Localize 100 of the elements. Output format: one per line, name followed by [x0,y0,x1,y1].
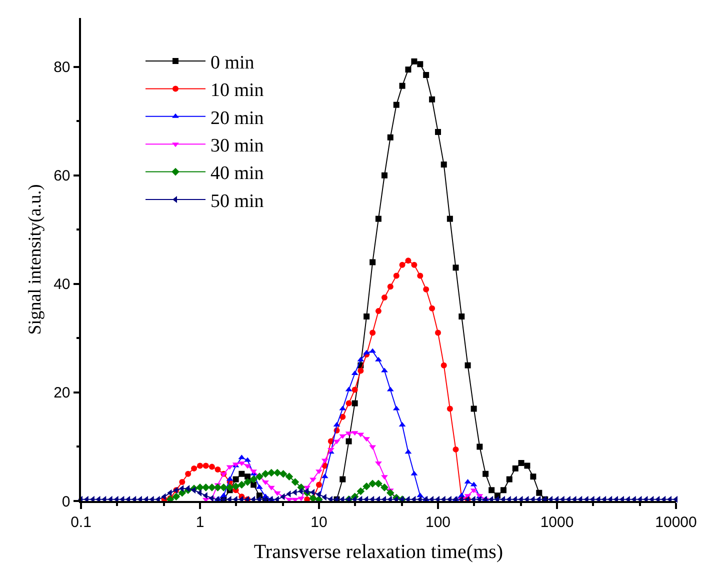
y-tick-label: 60 [54,168,70,185]
point [364,313,370,320]
point [470,406,477,412]
point [310,478,316,482]
point [440,362,447,368]
point [435,330,441,336]
point [285,472,294,480]
legend-label: 0 min [210,52,255,74]
point [256,472,264,480]
point [411,58,418,64]
point [370,259,376,266]
point [452,264,459,271]
point [375,356,382,362]
x-tick-label: 10 [310,514,328,531]
y-tick-label: 20 [54,384,70,402]
y-tick-label: 0 [62,493,70,510]
point [197,462,203,469]
point [238,470,245,477]
point [440,162,447,168]
point [375,216,382,222]
point [380,484,388,492]
point [208,464,215,470]
point [417,272,424,279]
legend-label: 30 min [210,136,264,157]
point [405,258,412,264]
point [536,490,542,496]
point [417,61,424,68]
point [191,465,198,472]
y-tick-label: 40 [54,276,70,294]
point [179,479,186,486]
point [346,400,352,406]
point [316,482,322,488]
point [352,386,358,393]
point [446,406,453,412]
point [262,470,270,478]
point [452,446,459,452]
point [500,487,506,494]
y-axis-title: Signal intensity(a.u.) [24,184,44,335]
point [250,482,257,488]
legend-label: 20 min [210,108,264,129]
point [185,470,192,477]
x-axis-title: Transverse relaxation time(ms) [254,540,504,563]
legend-label: 40 min [210,163,264,184]
point [488,487,495,494]
point [405,66,412,73]
point [202,462,209,469]
point [429,96,436,102]
point [381,475,388,480]
point [524,462,530,469]
y-tick-label: 80 [54,59,70,76]
point [387,284,394,290]
point [250,475,258,484]
point [244,478,252,486]
point [423,72,430,78]
point [429,305,436,312]
point [381,368,388,372]
x-tick-label: 100 [425,514,451,531]
point [358,368,364,374]
point [435,128,441,135]
legend-label: 10 min [210,80,264,102]
point [226,484,234,492]
point [214,466,221,473]
point [244,474,251,480]
point [375,462,382,466]
point [279,470,288,478]
point [458,313,465,320]
point [375,308,382,314]
point [381,294,388,300]
point [232,476,239,482]
point [346,438,352,444]
point [411,262,418,268]
point [340,414,346,420]
point [368,480,376,488]
x-tick-label: 0.1 [70,514,92,531]
point [370,330,376,336]
point [256,484,263,489]
point [232,482,240,490]
point [352,400,358,406]
point [267,468,276,477]
point [262,480,269,486]
point [220,484,228,492]
point [381,172,388,178]
point [386,488,394,497]
x-tick-label: 1000 [540,514,574,531]
point [399,262,406,268]
x-tick-label: 1 [196,514,204,531]
point [340,476,346,482]
point [423,286,430,292]
point [446,216,453,222]
x-tick-label: 10000 [655,514,697,531]
point [482,470,489,477]
point [512,465,518,472]
point [291,478,300,486]
point [399,82,406,89]
point [393,102,400,108]
point [393,272,400,279]
point [362,482,370,490]
point [208,484,216,492]
point [316,470,322,474]
point [356,487,365,496]
